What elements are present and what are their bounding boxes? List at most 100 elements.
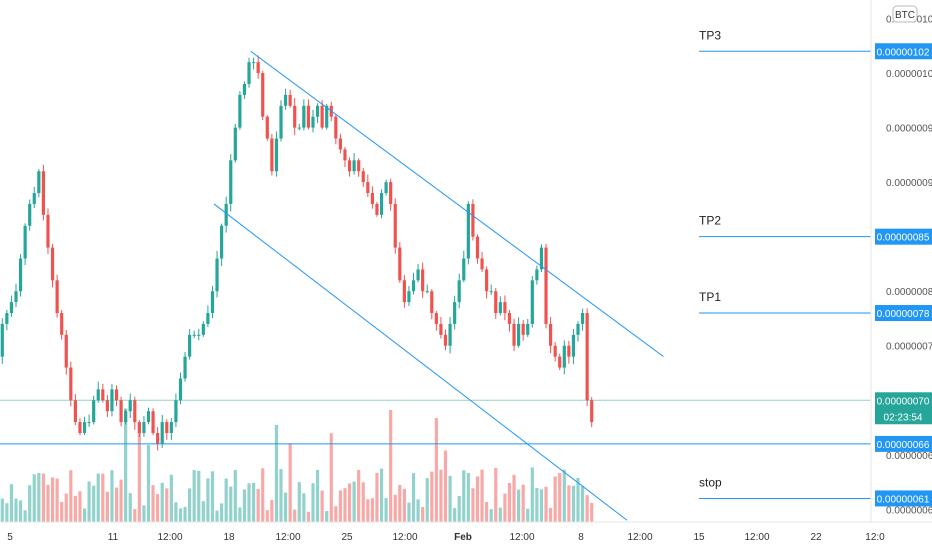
volume-bar <box>443 450 448 522</box>
volume-bar <box>411 473 416 522</box>
volume-bar <box>384 498 388 522</box>
volume-bar <box>402 488 406 522</box>
candle-body <box>92 400 96 423</box>
volume-bar <box>229 486 233 522</box>
level-price-tag <box>875 43 932 60</box>
candle-body <box>517 323 521 346</box>
candle-body <box>567 345 571 357</box>
volume-bar <box>375 472 379 522</box>
candle-body <box>352 160 356 172</box>
volume-bar <box>370 498 374 522</box>
volume-bar <box>338 490 343 522</box>
candle-body <box>512 323 516 346</box>
candle-body <box>229 160 233 204</box>
volume-bar <box>174 502 178 522</box>
volume-bar <box>453 508 457 522</box>
candle-body <box>14 291 18 303</box>
volume-bar <box>265 510 269 522</box>
time-tick-label: 11 <box>108 532 119 543</box>
volume-bar <box>133 509 137 522</box>
volume-bar <box>270 499 274 522</box>
candle-body <box>585 313 589 401</box>
candle-body <box>215 258 219 292</box>
candle-body <box>23 225 27 259</box>
volume-bar <box>544 486 548 522</box>
candle-body <box>197 334 201 336</box>
candle-body <box>548 323 553 346</box>
level-price-tag <box>875 305 932 322</box>
last-price-tag <box>875 392 932 425</box>
time-tick-labels: 5 11 12:00 18 12:00 25 12:00 Feb 12:00 8 12:00 15 12… <box>7 532 885 543</box>
volume-bar <box>325 511 329 522</box>
volume-bar <box>393 494 397 522</box>
price-levels[interactable]: TP3 TP2 TP1 stop <box>0 28 871 499</box>
volume-bar <box>233 469 237 522</box>
candle-body <box>192 334 196 336</box>
volume-bar <box>165 488 169 522</box>
candle-body <box>105 400 109 412</box>
time-tick-label: 12:00 <box>509 532 534 543</box>
candle-body <box>201 323 205 335</box>
symbol-badge[interactable]: BTC <box>892 5 918 23</box>
candle-body <box>325 105 329 128</box>
level-price-text: 0.00000061 <box>877 494 930 505</box>
price-tick-label: 0.00000065 <box>886 451 932 462</box>
volume-bar <box>9 484 14 522</box>
volume-bar <box>293 509 297 522</box>
candle-body <box>0 323 4 357</box>
candle-body <box>471 203 475 237</box>
candle-body <box>270 138 274 172</box>
candle-body <box>334 116 338 139</box>
volume-bar <box>329 433 333 522</box>
volume-bar <box>306 511 311 522</box>
level-price-tag <box>875 435 932 452</box>
volume-bar <box>558 472 562 522</box>
candle-body <box>544 247 548 324</box>
candle-body <box>60 313 64 335</box>
time-tick-label: 12:00 <box>157 532 182 543</box>
volume-bar <box>160 482 164 522</box>
volume-bar <box>192 470 196 522</box>
candle-body <box>453 302 457 324</box>
volume-bar <box>548 507 553 522</box>
volume-bar <box>23 510 27 522</box>
candle-body <box>265 116 269 139</box>
candle-body <box>96 389 100 401</box>
candle-body <box>169 422 173 434</box>
volume-bar <box>389 410 393 522</box>
volume-bar <box>361 482 365 522</box>
level-label: TP1 <box>699 290 721 304</box>
time-tick-label: Feb <box>454 532 472 543</box>
candle-body <box>224 203 228 226</box>
candle-body <box>347 160 352 172</box>
candle-body <box>156 433 160 444</box>
upper-channel-line[interactable] <box>250 50 664 358</box>
level-price-text: 0.00000066 <box>877 440 930 451</box>
level-price-tag <box>875 490 932 507</box>
time-tick-label: 12:00 <box>627 532 652 543</box>
volume-bar <box>220 503 224 522</box>
volume-bar <box>124 408 128 522</box>
volume-bar <box>210 471 215 522</box>
candle-body <box>183 356 187 379</box>
volume-bar <box>197 470 201 522</box>
lower-channel-line[interactable] <box>213 203 628 521</box>
volume-bar <box>55 478 59 522</box>
volume-bar <box>526 508 530 522</box>
level-price-text: 0.00000102 <box>877 47 930 58</box>
price-axis[interactable] <box>871 0 932 550</box>
candle-body <box>220 225 224 259</box>
volume-bar <box>366 499 370 522</box>
volume-bar <box>28 485 32 522</box>
volume-bar <box>471 488 475 522</box>
candle-body <box>37 171 41 194</box>
candle-body <box>137 422 141 434</box>
trend-lines[interactable] <box>213 50 664 521</box>
countdown-text: 02:23:54 <box>884 412 923 423</box>
volume-bar <box>462 470 466 522</box>
volume-bar <box>32 474 36 522</box>
candle-body <box>256 62 260 74</box>
